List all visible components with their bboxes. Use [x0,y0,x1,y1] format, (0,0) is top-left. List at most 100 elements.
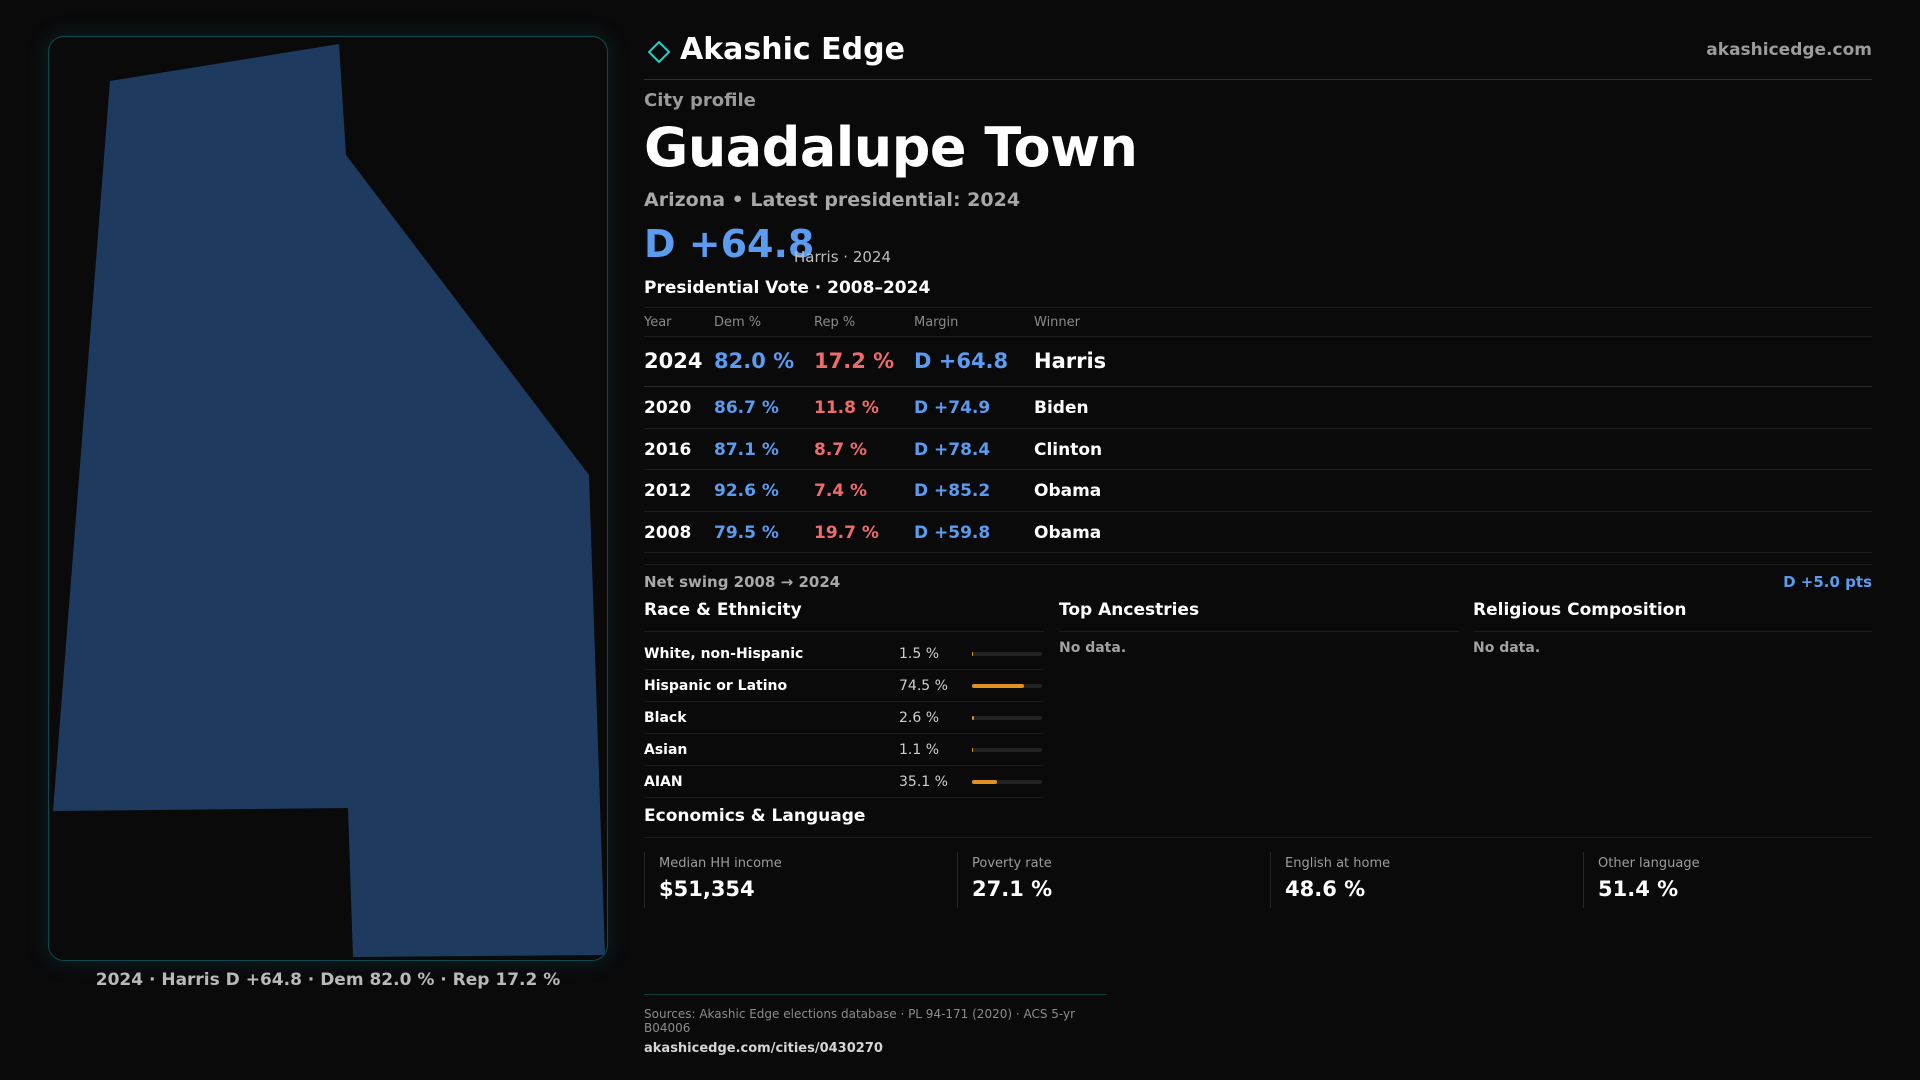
race-bar-fill [972,748,974,752]
econ-label: English at home [1285,856,1391,871]
brand-name[interactable]: Akashic Edge [680,32,905,67]
ancestries-title: Top Ancestries [1059,600,1459,632]
table-row: 2012 92.6 % 7.4 % D +85.2 Obama [644,470,1872,512]
race-ethnicity-section: Race & Ethnicity White, non-Hispanic 1.5… [644,600,1044,798]
race-row: Asian 1.1 % [644,734,1044,766]
race-row: White, non-Hispanic 1.5 % [644,638,1044,670]
ancestries-empty: No data. [1059,640,1127,656]
econ-value: 51.4 % [1598,877,1679,901]
econ-value: 27.1 % [972,877,1053,901]
net-swing-label: Net swing 2008 → 2024 [644,573,841,591]
econ-value: $51,354 [659,877,755,901]
cell-year: 2016 [644,439,692,460]
cell-rep: 17.2 % [814,349,895,373]
cell-winner: Clinton [1034,439,1103,460]
brand-url[interactable]: akashicedge.com [1706,40,1872,60]
economics-title: Economics & Language [644,806,1872,838]
religion-empty: No data. [1473,640,1541,656]
econ-label: Median HH income [659,856,782,871]
race-label: Black [644,710,687,726]
race-bar-fill [972,684,1025,688]
city-subline: Arizona • Latest presidential: 2024 [644,189,1021,211]
page-title: Guadalupe Town [644,116,1138,179]
cell-winner: Obama [1034,522,1102,543]
vote-table: Year Dem % Rep % Margin Winner 2024 82.0… [644,307,1872,553]
map-panel [48,36,608,961]
cell-margin: D +74.9 [914,398,991,418]
cell-year: 2020 [644,398,692,418]
econ-label: Poverty rate [972,856,1052,871]
cell-dem: 82.0 % [714,349,795,373]
cell-winner: Harris [1034,349,1107,373]
cell-year: 2024 [644,349,703,373]
cell-year: 2008 [644,522,692,543]
race-row: AIAN 35.1 % [644,766,1044,798]
econ-value: 48.6 % [1285,877,1366,901]
col-dem: Dem % [714,315,762,330]
cell-margin: D +64.8 [914,349,1009,373]
table-row: 2008 79.5 % 19.7 % D +59.8 Obama [644,512,1872,553]
race-bar-track [972,780,1042,784]
cell-margin: D +59.8 [914,522,991,543]
table-row: 2024 82.0 % 17.2 % D +64.8 Harris [644,337,1872,387]
sources-link[interactable]: akashicedge.com/cities/0430270 [644,1041,883,1056]
religion-section: Religious Composition No data. [1473,600,1872,656]
econ-card-english: English at home 48.6 % [1270,852,1550,908]
cell-margin: D +85.2 [914,481,991,501]
city-boundary-shape[interactable] [53,44,605,957]
city-boundary-map [53,44,605,957]
cell-dem: 92.6 % [714,481,779,501]
diamond-logo-icon [648,41,670,63]
headline-margin: D +64.8 [644,222,815,266]
cell-dem: 87.1 % [714,439,779,460]
cell-rep: 19.7 % [814,522,879,543]
race-label: Hispanic or Latino [644,678,788,694]
race-bar-track [972,748,1042,752]
cell-winner: Obama [1034,481,1102,501]
race-pct: 74.5 % [899,678,948,694]
cell-winner: Biden [1034,398,1089,418]
cell-rep: 8.7 % [814,439,868,460]
cell-year: 2012 [644,481,692,501]
race-row: Black 2.6 % [644,702,1044,734]
race-pct: 2.6 % [899,710,940,726]
cell-margin: D +78.4 [914,439,991,460]
col-winner: Winner [1034,315,1081,330]
col-margin: Margin [914,315,959,330]
cell-rep: 11.8 % [814,398,879,418]
table-row: 2020 86.7 % 11.8 % D +74.9 Biden [644,387,1872,429]
map-caption: 2024 · Harris D +64.8 · Dem 82.0 % · Rep… [95,970,561,990]
sources-footer: Sources: Akashic Edge elections database… [644,994,1107,1056]
ancestries-section: Top Ancestries No data. [1059,600,1459,656]
race-pct: 1.1 % [899,742,940,758]
econ-card-income: Median HH income $51,354 [644,852,924,908]
page-kicker: City profile [644,90,756,111]
econ-card-poverty: Poverty rate 27.1 % [957,852,1237,908]
race-section-title: Race & Ethnicity [644,600,1044,632]
race-bar-track [972,684,1042,688]
race-bar-track [972,652,1042,656]
vote-table-header: Year Dem % Rep % Margin Winner [644,307,1872,337]
brand-header: Akashic Edge akashicedge.com [644,32,1872,80]
profile-content: Akashic Edge akashicedge.com City profil… [644,0,1872,1080]
col-year: Year [644,315,672,330]
race-bar-fill [972,652,974,656]
race-bar-fill [972,716,974,720]
race-pct: 1.5 % [899,646,940,662]
col-rep: Rep % [814,315,856,330]
net-swing-value: D +5.0 pts [1783,573,1872,591]
cell-dem: 86.7 % [714,398,779,418]
religion-title: Religious Composition [1473,600,1872,632]
net-swing-row: Net swing 2008 → 2024 D +5.0 pts [644,564,1872,591]
econ-card-other-language: Other language 51.4 % [1583,852,1863,908]
table-row: 2016 87.1 % 8.7 % D +78.4 Clinton [644,429,1872,470]
race-label: AIAN [644,774,683,790]
headline-note: Harris · 2024 [794,248,892,266]
race-row: Hispanic or Latino 74.5 % [644,670,1044,702]
vote-section-title: Presidential Vote · 2008–2024 [644,278,931,298]
race-label: White, non-Hispanic [644,646,804,662]
sources-text: Sources: Akashic Edge elections database… [644,1007,1076,1035]
race-bar-track [972,716,1042,720]
econ-label: Other language [1598,856,1700,871]
race-label: Asian [644,742,688,758]
